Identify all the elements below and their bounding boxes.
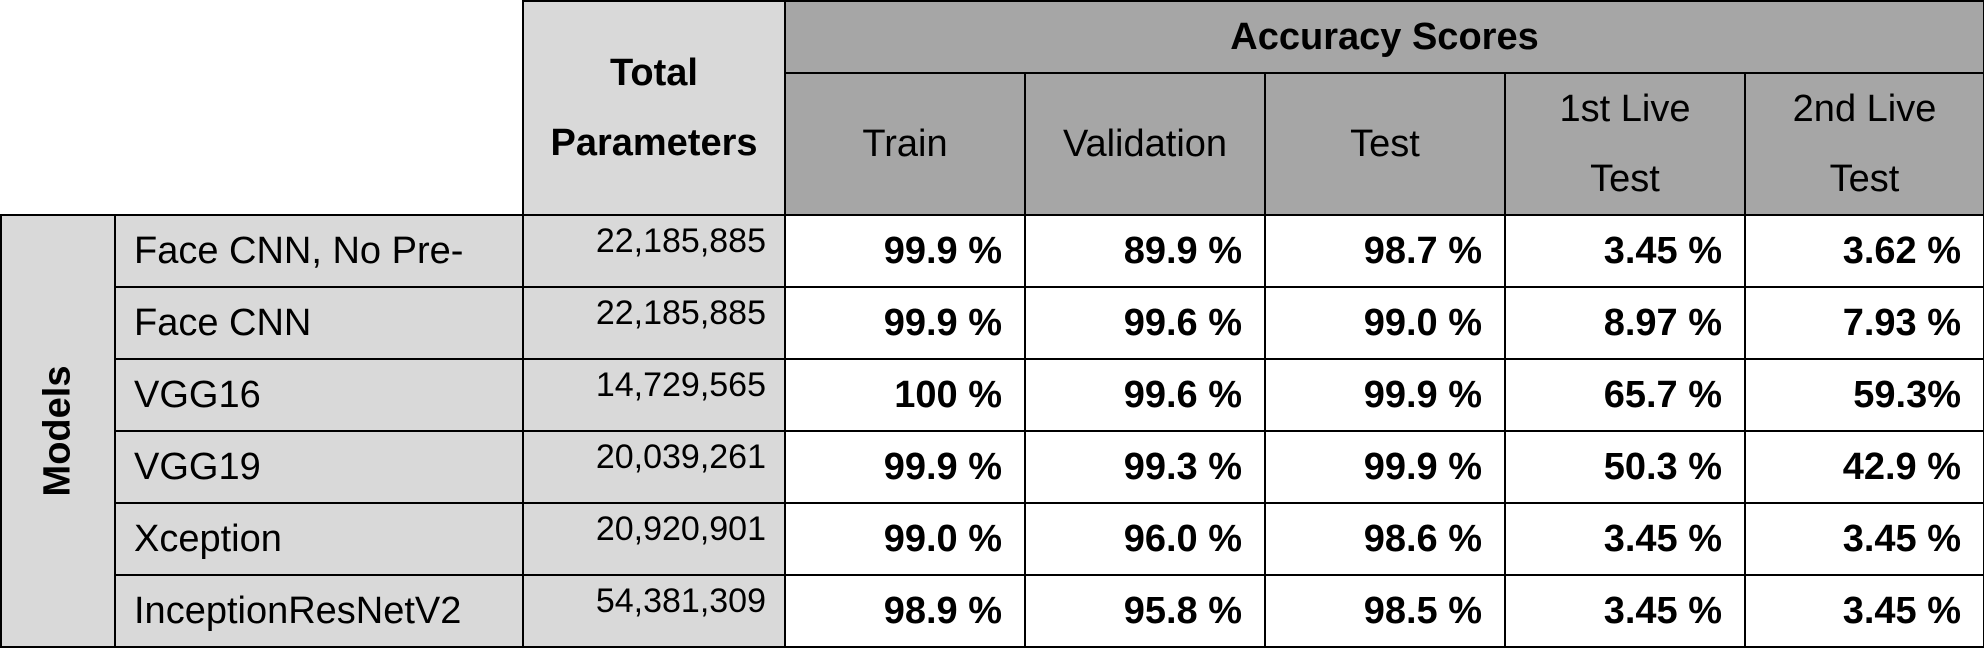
validation-score: 95.8 % — [1024, 574, 1266, 648]
model-name: Xception — [114, 502, 524, 576]
1st-live-test-score: 50.3 % — [1504, 430, 1746, 504]
2nd-live-test-score: 59.3% — [1743, 358, 1984, 432]
total-parameters-value: 22,185,885 — [522, 214, 786, 288]
table-row: VGG16 14,729,565 100 % 99.6 % 99.9 % 65.… — [1, 358, 1984, 432]
corner-blank-cell — [1, 1, 524, 216]
1st-live-test-score: 3.45 % — [1504, 214, 1746, 288]
column-header-test-line1: Test — [1350, 123, 1420, 165]
column-header-1st-live-test: 1st Live Test — [1504, 72, 1746, 216]
total-parameters-header-line2: Parameters — [550, 122, 758, 164]
test-score: 98.5 % — [1264, 574, 1506, 648]
total-parameters-value: 20,920,901 — [522, 502, 786, 576]
train-score: 99.9 % — [784, 430, 1026, 504]
total-parameters-value: 14,729,565 — [522, 358, 786, 432]
model-name: VGG16 — [114, 358, 524, 432]
column-header-2nd-live-test: 2nd Live Test — [1743, 72, 1984, 216]
validation-score: 89.9 % — [1024, 214, 1266, 288]
models-group-cell: Models — [0, 214, 116, 648]
2nd-live-test-score: 42.9 % — [1743, 430, 1984, 504]
train-score: 100 % — [784, 358, 1026, 432]
validation-score: 99.3 % — [1024, 430, 1266, 504]
2nd-live-test-score: 3.45 % — [1743, 502, 1984, 576]
model-name: Face CNN — [114, 286, 524, 360]
table-row: Face CNN 22,185,885 99.9 % 99.6 % 99.0 %… — [1, 286, 1984, 360]
total-parameters-header-line1: Total — [610, 52, 698, 94]
2nd-live-test-score: 3.62 % — [1743, 214, 1984, 288]
column-header-train-line1: Train — [862, 123, 948, 165]
table-row: VGG19 20,039,261 99.9 % 99.3 % 99.9 % 50… — [1, 430, 1984, 504]
train-score: 99.0 % — [784, 502, 1026, 576]
total-parameters-value: 22,185,885 — [522, 286, 786, 360]
column-header-1st-live-test-line1: 1st Live — [1559, 88, 1691, 130]
column-header-2nd-live-test-line1: 2nd Live — [1792, 88, 1937, 130]
total-parameters-header: Total Parameters — [522, 0, 786, 216]
column-header-train: Train — [784, 72, 1026, 216]
column-header-validation-line1: Validation — [1062, 123, 1228, 165]
model-name: VGG19 — [114, 430, 524, 504]
test-score: 98.7 % — [1264, 214, 1506, 288]
validation-score: 99.6 % — [1024, 358, 1266, 432]
column-header-2nd-live-test-line2: Test — [1829, 158, 1900, 200]
accuracy-scores-header: Accuracy Scores — [783, 0, 1984, 74]
train-score: 98.9 % — [784, 574, 1026, 648]
test-score: 99.9 % — [1264, 358, 1506, 432]
table-row: Models Face CNN, No Pre- 22,185,885 99.9… — [0, 214, 1984, 648]
1st-live-test-score: 8.97 % — [1504, 286, 1746, 360]
column-header-1st-live-test-line2: Test — [1590, 158, 1660, 200]
models-group-label: Models — [36, 365, 79, 497]
test-score: 99.9 % — [1264, 430, 1506, 504]
column-header-validation: Validation — [1024, 72, 1266, 216]
validation-score: 96.0 % — [1024, 502, 1266, 576]
1st-live-test-score: 3.45 % — [1504, 574, 1746, 648]
test-score: 99.0 % — [1264, 286, 1506, 360]
test-score: 98.6 % — [1264, 502, 1506, 576]
1st-live-test-score: 65.7 % — [1504, 358, 1746, 432]
train-score: 99.9 % — [784, 286, 1026, 360]
table-row: Xception 20,920,901 99.0 % 96.0 % 98.6 %… — [1, 502, 1984, 576]
train-score: 99.9 % — [784, 214, 1026, 288]
model-name: Face CNN, No Pre- — [114, 214, 524, 288]
total-parameters-value: 20,039,261 — [522, 430, 786, 504]
table-row: InceptionResNetV2 54,381,309 98.9 % 95.8… — [1, 574, 1984, 648]
model-name: InceptionResNetV2 — [114, 574, 524, 648]
2nd-live-test-score: 7.93 % — [1743, 286, 1984, 360]
1st-live-test-score: 3.45 % — [1504, 502, 1746, 576]
total-parameters-value: 54,381,309 — [522, 574, 786, 648]
column-header-test: Test — [1264, 72, 1506, 216]
2nd-live-test-score: 3.45 % — [1743, 574, 1984, 648]
validation-score: 99.6 % — [1024, 286, 1266, 360]
